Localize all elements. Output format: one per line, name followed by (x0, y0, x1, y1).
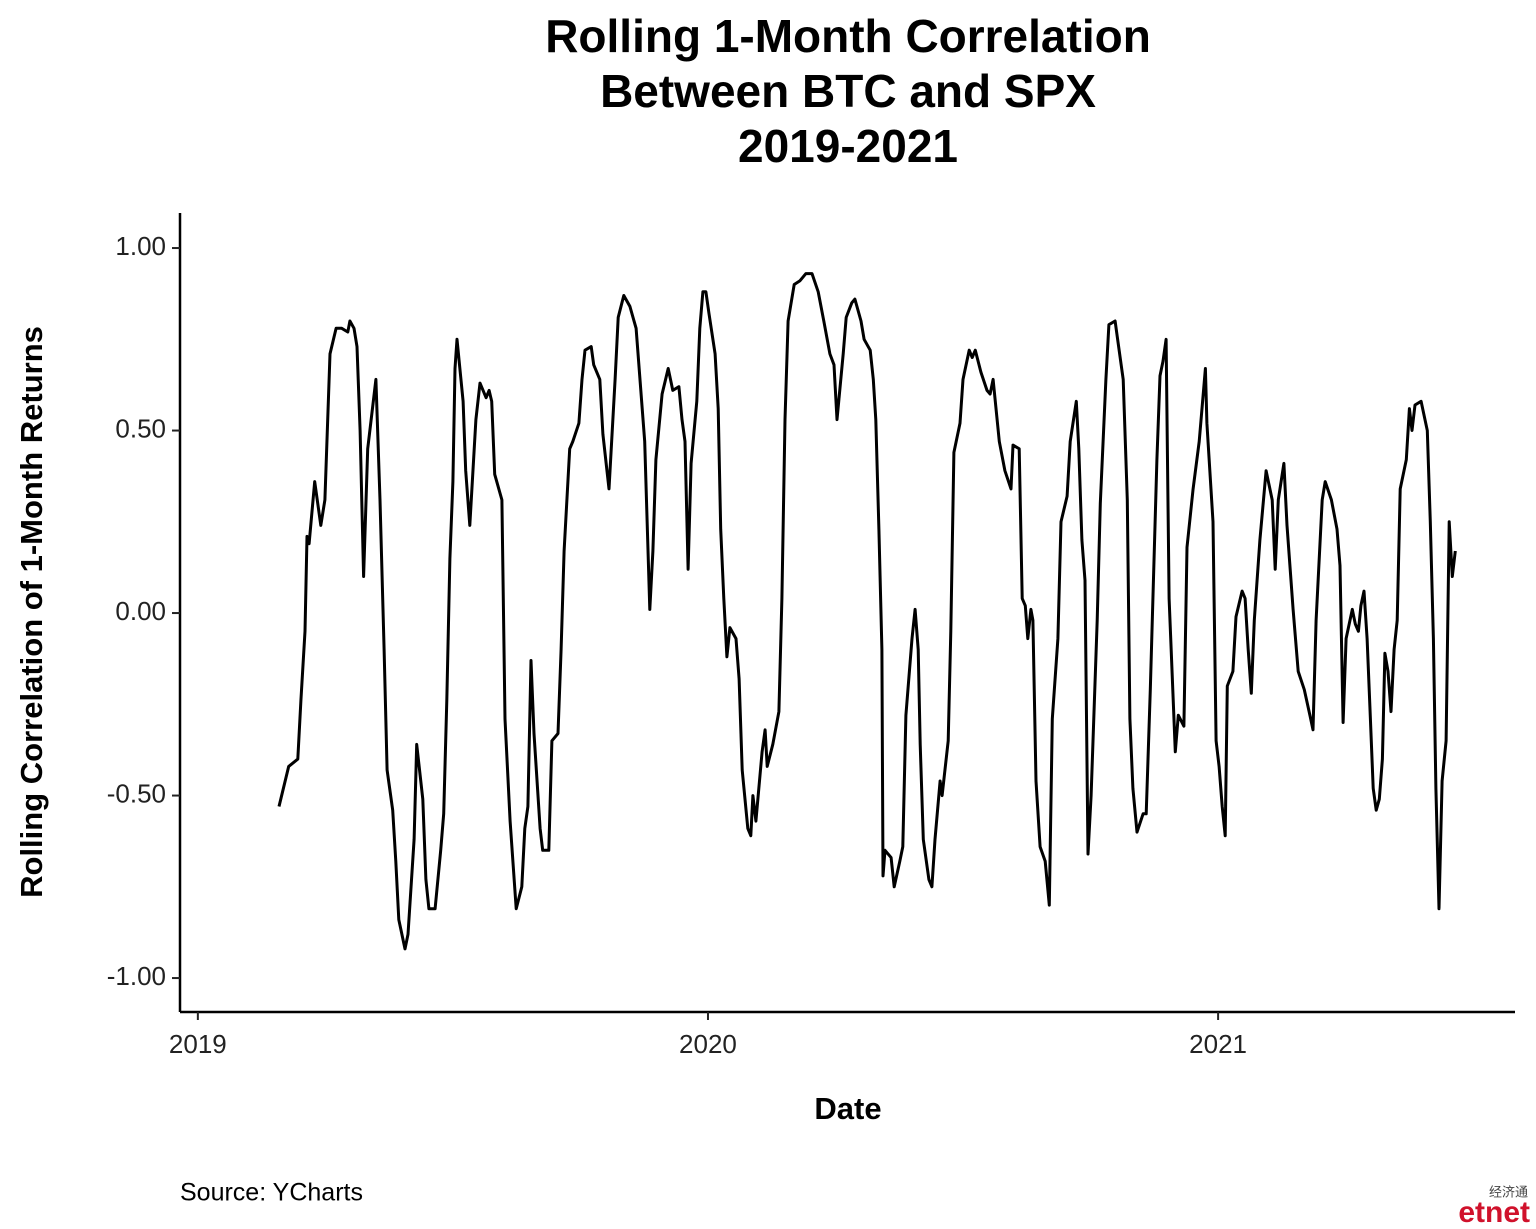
x-tick-label: 2020 (679, 1029, 737, 1059)
x-tick-label: 2021 (1189, 1029, 1247, 1059)
y-tick-label: 1.00 (115, 231, 166, 261)
y-tick-label: 0.00 (115, 596, 166, 626)
y-axis-title: Rolling Correlation of 1-Month Returns (14, 326, 49, 898)
chart-title: Between BTC and SPX (600, 65, 1096, 117)
chart-title: 2019-2021 (738, 120, 958, 172)
source-note: Source: YCharts (180, 1179, 363, 1207)
x-tick-label: 2019 (169, 1029, 227, 1059)
chart-title: Rolling 1-Month Correlation (545, 10, 1151, 62)
watermark: etnet (1458, 1196, 1530, 1229)
watermark: 经济通 (1489, 1184, 1528, 1199)
y-tick-label: -1.00 (107, 961, 166, 991)
y-tick-label: -0.50 (107, 778, 166, 808)
y-tick-label: 0.50 (115, 413, 166, 443)
data-line (277, 272, 1457, 951)
x-axis-title: Date (814, 1091, 881, 1126)
